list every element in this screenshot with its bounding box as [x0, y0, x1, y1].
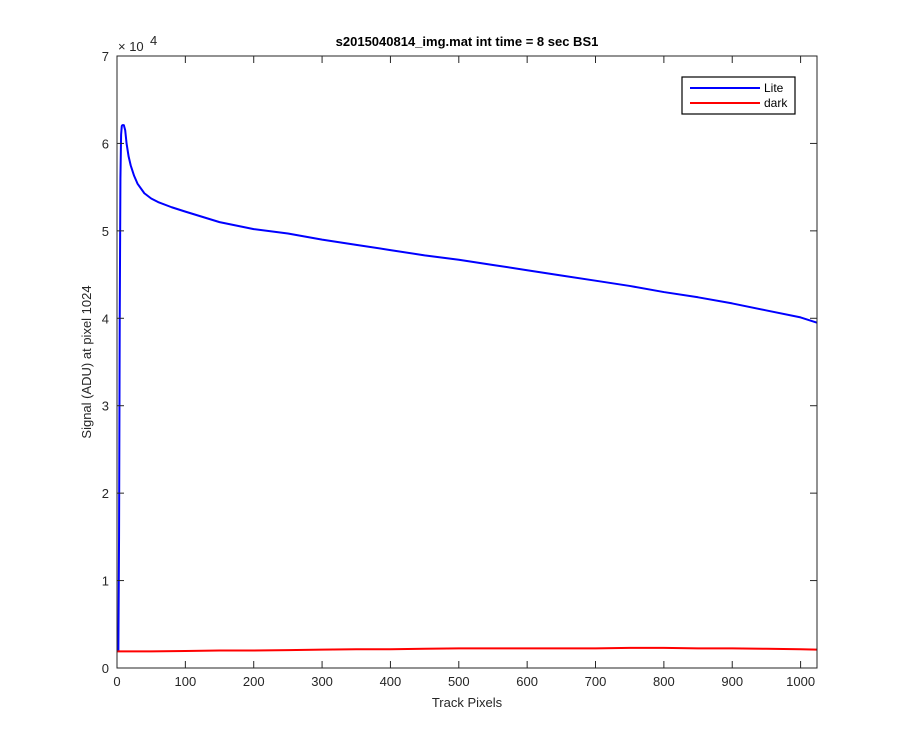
- y-axis-label: Signal (ADU) at pixel 1024: [79, 285, 94, 438]
- y-tick-label: 1: [102, 574, 109, 589]
- series-line-lite: [117, 124, 818, 652]
- legend-box: [681, 76, 796, 115]
- legend-label-dark: dark: [764, 96, 788, 110]
- axes-box: [116, 55, 818, 669]
- y-tick-label: 7: [102, 49, 109, 64]
- plot-area: [117, 56, 817, 668]
- x-tick-label: 800: [653, 674, 675, 689]
- chart-title: s2015040814_img.mat int time = 8 sec BS1: [336, 34, 599, 49]
- legend: Lite dark: [681, 76, 796, 115]
- x-tick-label: 400: [380, 674, 402, 689]
- series-layer: [117, 124, 818, 653]
- x-tick-label: 100: [175, 674, 197, 689]
- y-exponent: 4: [150, 33, 157, 48]
- y-tick-label: 5: [102, 224, 109, 239]
- y-tick-label: 3: [102, 399, 109, 414]
- x-tick-label: 700: [585, 674, 607, 689]
- y-tick-label: 2: [102, 486, 109, 501]
- y-tick-label: 4: [102, 311, 109, 326]
- y-tick-label: 0: [102, 661, 109, 676]
- x-tick-label: 0: [113, 674, 120, 689]
- x-tick-label: 200: [243, 674, 265, 689]
- y-exponent-base: × 10: [118, 39, 144, 54]
- x-tick-label: 300: [311, 674, 333, 689]
- x-tick-label: 500: [448, 674, 470, 689]
- x-tick-label: 600: [516, 674, 538, 689]
- x-tick-label: 900: [721, 674, 743, 689]
- x-axis-label: Track Pixels: [432, 695, 503, 710]
- legend-label-lite: Lite: [764, 81, 784, 95]
- ticks-layer: 0 100 200 300 400 500 600 700 800 900 1000 0 1 2 3 4 5 6 7: [102, 49, 817, 689]
- x-tick-label: 1000: [786, 674, 815, 689]
- y-tick-label: 6: [102, 136, 109, 151]
- series-line-dark: [117, 646, 818, 653]
